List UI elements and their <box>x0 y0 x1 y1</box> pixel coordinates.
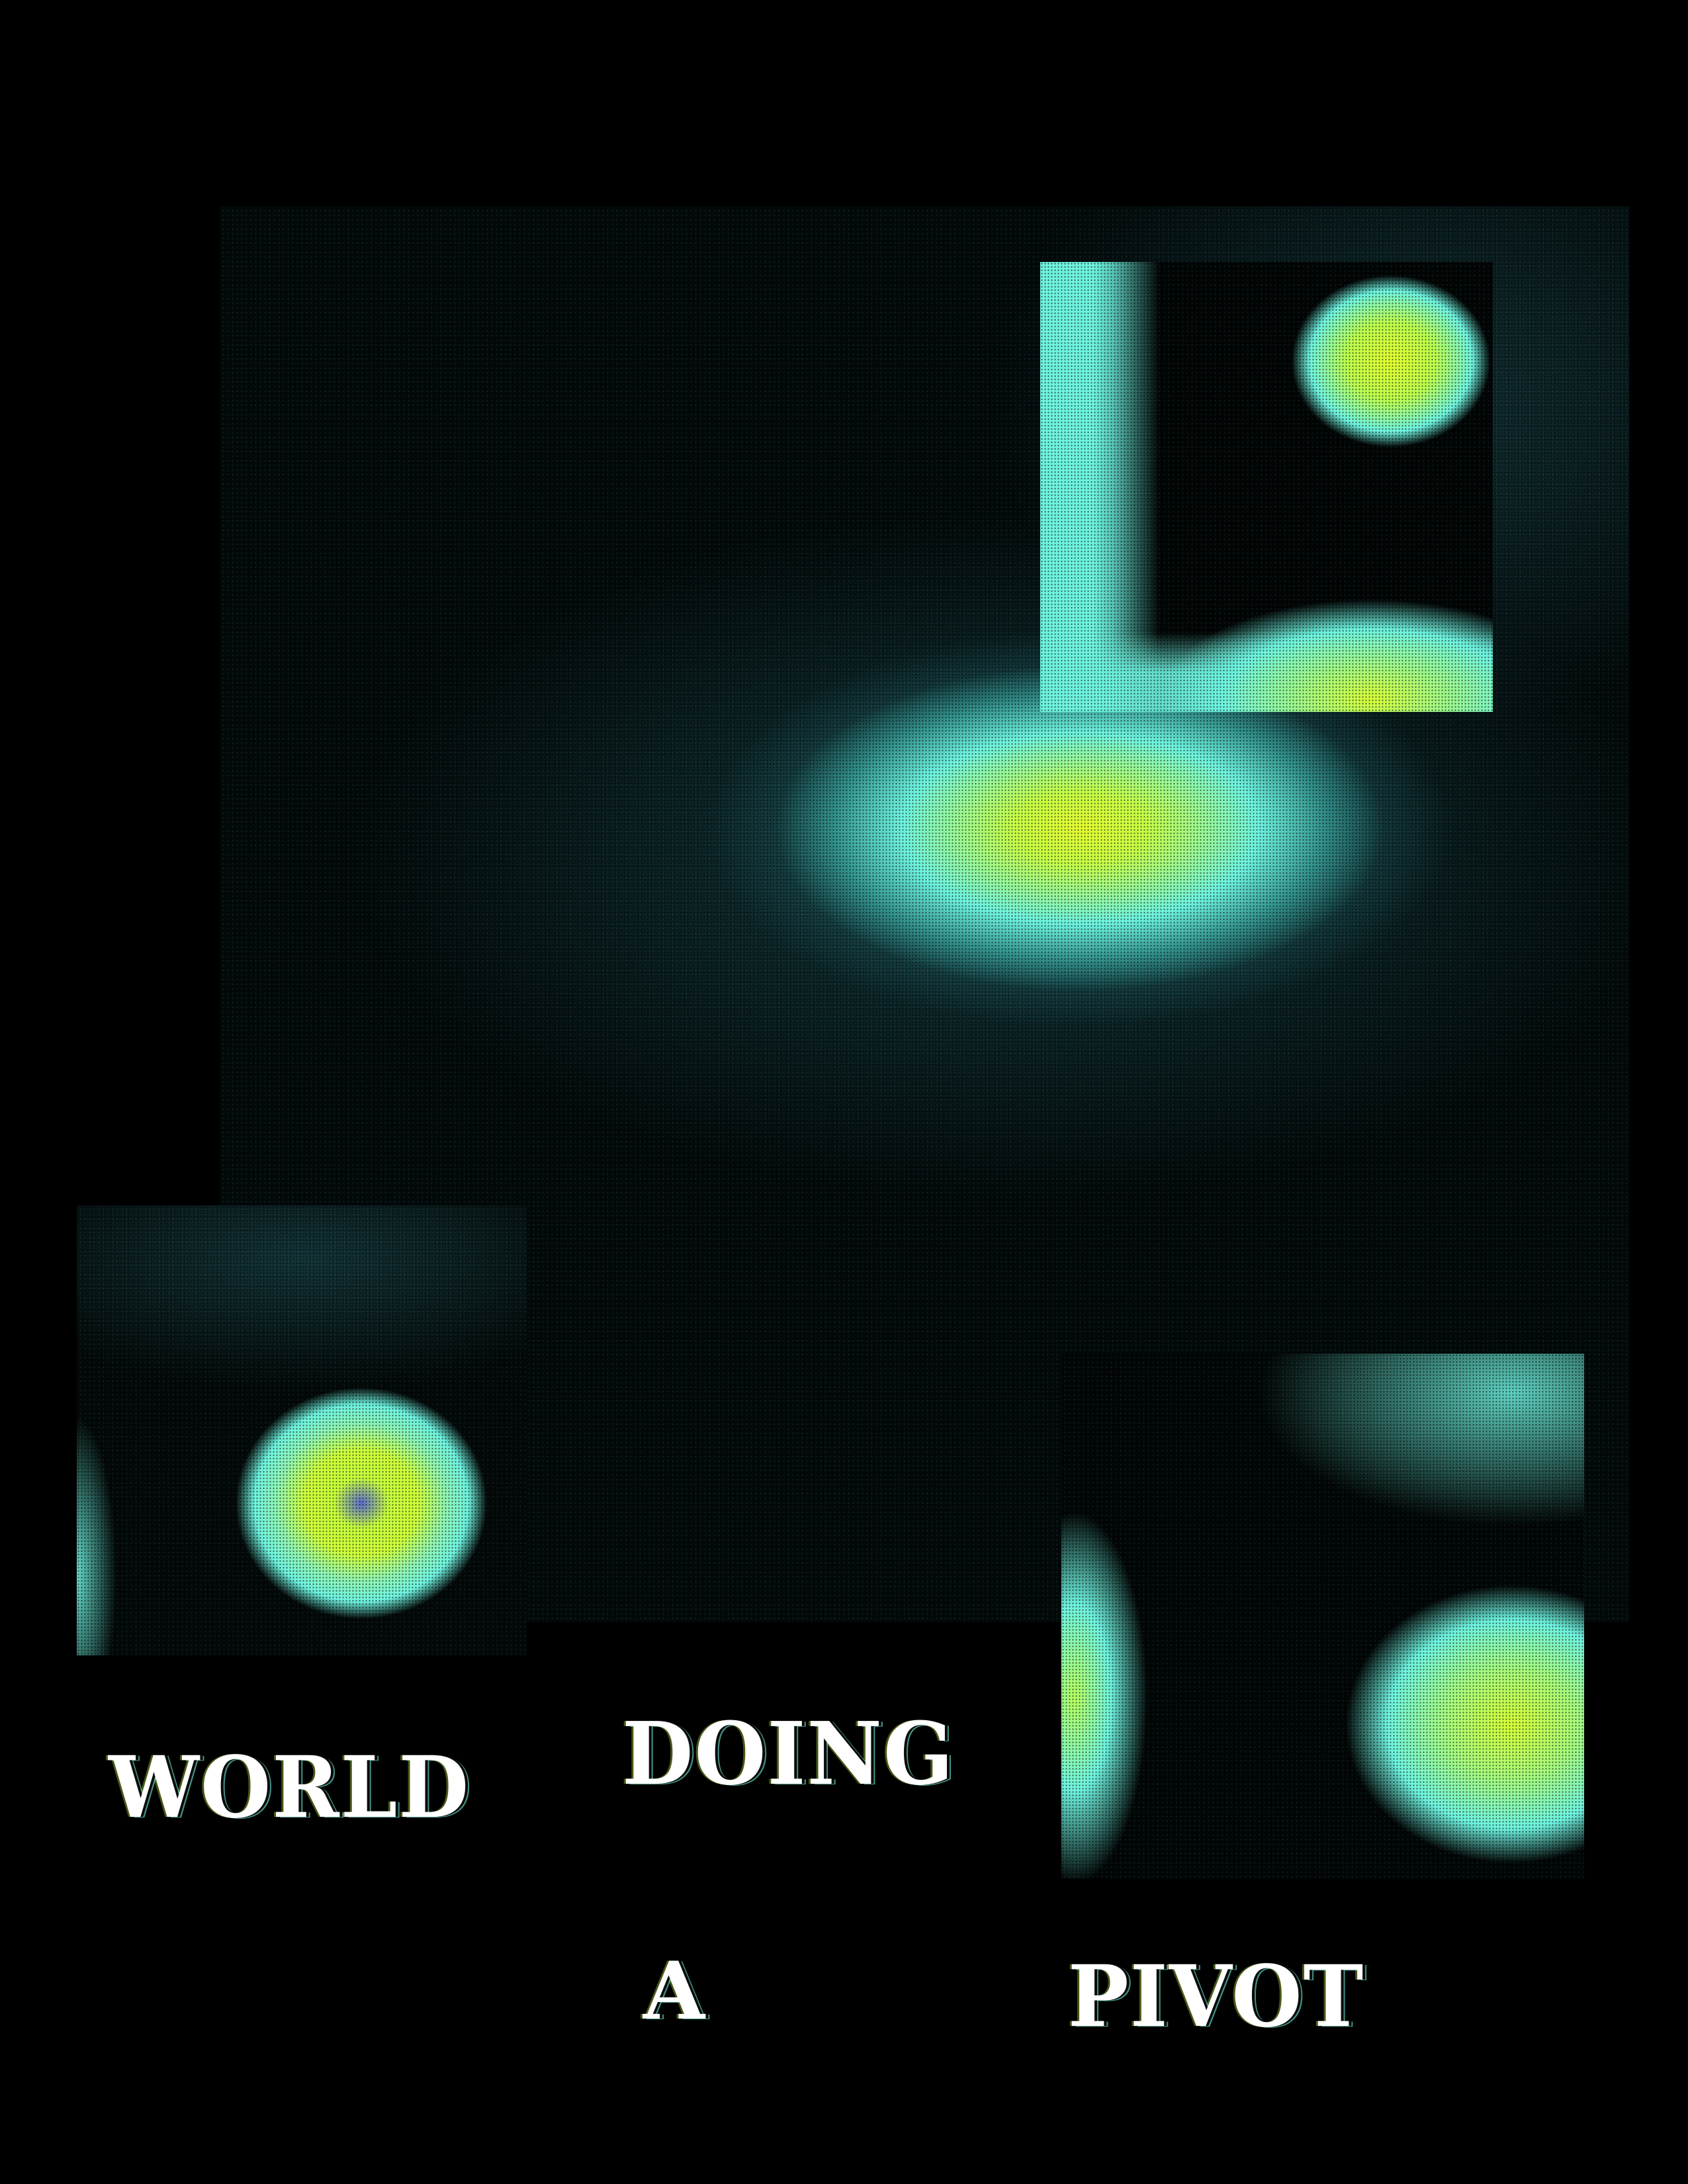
word-doing: DOING <box>622 1704 955 1805</box>
grain-overlay <box>1040 262 1493 712</box>
word-world: WORLD <box>109 1737 470 1837</box>
word-pivot: PIVOT <box>1068 1946 1365 2046</box>
bottom-right-gradient-panel <box>1061 1354 1584 1879</box>
top-right-gradient-panel <box>1040 262 1493 712</box>
grain-overlay <box>1061 1354 1584 1879</box>
word-a: A <box>643 1944 707 2038</box>
bottom-left-gradient-panel <box>77 1205 527 1655</box>
grain-overlay <box>77 1205 527 1655</box>
